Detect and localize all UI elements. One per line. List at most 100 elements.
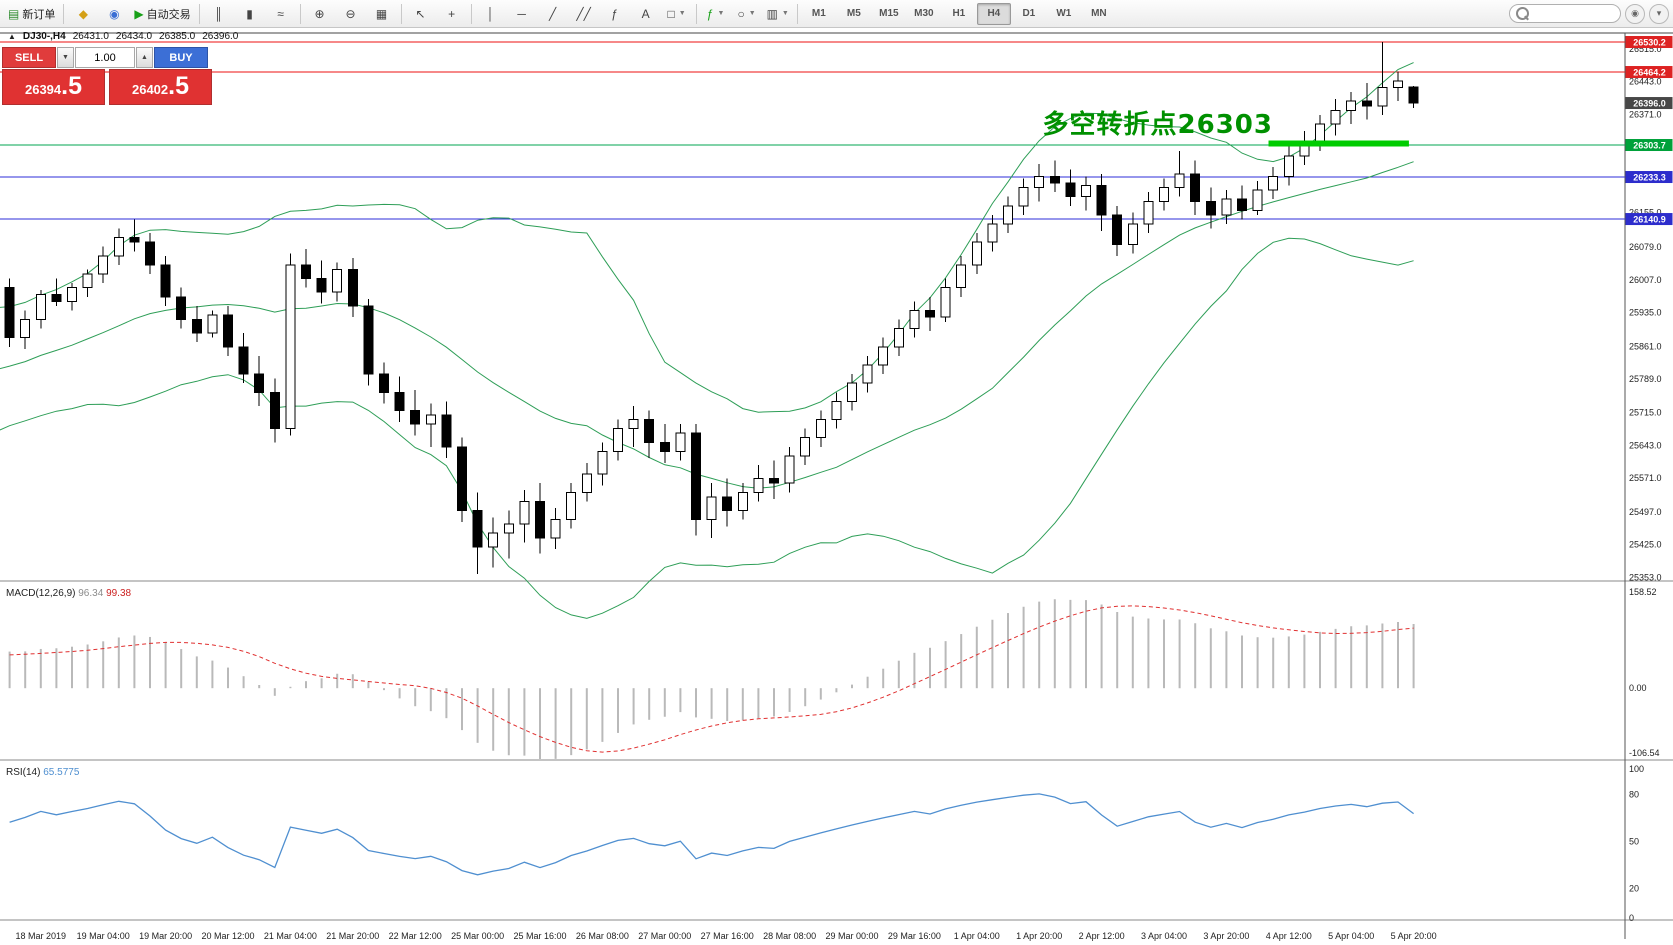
buy-price-main: 26402: [131, 82, 169, 97]
svg-text:80: 80: [1629, 789, 1639, 799]
ohlc-open: 26431.0: [72, 31, 109, 42]
shapes-button[interactable]: □ ▼: [662, 2, 692, 26]
time-axis[interactable]: 18 Mar 2019 19 Mar 04:00 19 Mar 20:00 20 Ma…: [16, 931, 1437, 941]
line-chart-button[interactable]: ≈: [266, 2, 296, 26]
auto-trading-button[interactable]: ▶ 自动交易: [130, 2, 194, 26]
indicators-button[interactable]: ƒ ▼: [701, 2, 731, 26]
vertical-line-button[interactable]: │: [476, 2, 506, 26]
svg-text:26530.2: 26530.2: [1633, 38, 1666, 48]
cursor-icon: ↖: [415, 6, 426, 21]
new-order-icon: ▤: [8, 6, 20, 21]
svg-text:20: 20: [1629, 884, 1639, 894]
chart-frame: [0, 32, 1673, 939]
auto-trading-button-label: 自动交易: [146, 8, 191, 21]
new-order-button-label: 新订单: [22, 8, 56, 21]
charts-window-icon: ◆: [78, 6, 88, 21]
timeframe-button-group: M1 M5 M15 M30 H1 H4 D1 W1 MN: [802, 2, 1116, 25]
svg-text:100: 100: [1629, 764, 1644, 774]
svg-text:25497.0: 25497.0: [1629, 507, 1662, 517]
symbol-search-box[interactable]: [1509, 4, 1621, 23]
crosshair-button[interactable]: +: [437, 2, 467, 26]
crosshair-icon: +: [448, 6, 456, 21]
charts-window-button[interactable]: ◆: [68, 2, 98, 26]
svg-text:26155.0: 26155.0: [1629, 208, 1662, 218]
timeframe-mn-button[interactable]: MN: [1091, 8, 1107, 19]
svg-text:26443.0: 26443.0: [1629, 77, 1662, 87]
timeframe-w1-button[interactable]: W1: [1056, 8, 1072, 19]
channel-icon: ╱╱: [576, 6, 591, 21]
svg-text:25861.0: 25861.0: [1629, 341, 1662, 351]
indicators-icon: ƒ: [706, 6, 714, 21]
dropdown-arrow-icon: ▼: [748, 10, 756, 17]
toolbar-separator: [400, 3, 402, 24]
symbol-ohlc-line: ▲ DJ30-,H4 26431.0 26434.0 26385.0 26396…: [8, 31, 238, 42]
sell-price-box[interactable]: 26394.5: [2, 69, 105, 105]
sell-price-pips: .5: [61, 72, 82, 100]
zoom-out-button[interactable]: ⊖: [336, 2, 366, 26]
timeframe-d1-button[interactable]: D1: [1022, 8, 1036, 19]
timeframe-h1-button[interactable]: H1: [952, 8, 966, 19]
bar-chart-icon: ║: [214, 6, 223, 21]
search-icon: [1516, 7, 1529, 20]
buy-button[interactable]: BUY: [154, 47, 208, 68]
fibonacci-button[interactable]: ƒ: [600, 2, 630, 26]
svg-text:25715.0: 25715.0: [1629, 408, 1662, 418]
trendline-button[interactable]: ╱: [538, 2, 568, 26]
symbol-name: DJ30-,H4: [22, 31, 66, 42]
timeframe-m30-button[interactable]: M30: [914, 8, 934, 19]
svg-text:26 Mar 08:00: 26 Mar 08:00: [576, 931, 629, 941]
toolbar-separator: [198, 3, 200, 24]
svg-text:29 Mar 16:00: 29 Mar 16:00: [888, 931, 941, 941]
volume-down-button[interactable]: ▼: [57, 47, 74, 68]
periods-button[interactable]: ○ ▼: [732, 2, 762, 26]
candlestick-chart-button[interactable]: ▮: [235, 2, 265, 26]
candles-layer: [4, 42, 1419, 575]
timeframe-m15-button[interactable]: M15: [879, 8, 899, 19]
dropdown-arrow-icon: ▼: [717, 10, 725, 17]
svg-text:20 Mar 12:00: 20 Mar 12:00: [201, 931, 254, 941]
svg-text:21 Mar 04:00: 21 Mar 04:00: [264, 931, 317, 941]
timeframe-m5-button[interactable]: M5: [846, 8, 861, 19]
market-watch-button[interactable]: ◉: [99, 2, 129, 26]
svg-text:21 Mar 20:00: 21 Mar 20:00: [326, 931, 379, 941]
candlestick-chart-icon: ▮: [246, 6, 253, 21]
dropdown-arrow-icon: ▼: [678, 10, 686, 17]
price-tags: 26530.2 26464.2 26303.7 26233.3 26140.9 26396…: [1625, 36, 1673, 226]
volume-up-button[interactable]: ▲: [136, 47, 153, 68]
timeframe-h4-button[interactable]: H4: [976, 2, 1011, 25]
svg-text:RSI(14) 65.5775: RSI(14) 65.5775: [6, 767, 80, 778]
cursor-button[interactable]: ↖: [406, 2, 436, 26]
svg-text:25425.0: 25425.0: [1629, 540, 1662, 550]
search-options-button[interactable]: ◉: [1625, 3, 1645, 24]
svg-text:26233.3: 26233.3: [1633, 173, 1666, 183]
svg-text:26007.0: 26007.0: [1629, 275, 1662, 285]
tile-windows-icon: ▦: [375, 6, 388, 21]
price-axis[interactable]: 26515.026443.026371.026299.026227.026155…: [1629, 44, 1662, 923]
channel-button[interactable]: ╱╱: [569, 2, 599, 26]
svg-text:3 Apr 04:00: 3 Apr 04:00: [1141, 931, 1187, 941]
volume-input[interactable]: [75, 47, 135, 68]
chart-canvas[interactable]: 26515.026443.026371.026299.026227.026155…: [0, 28, 1673, 945]
search-input[interactable]: [1533, 7, 1609, 20]
horizontal-line-button[interactable]: ─: [507, 2, 537, 26]
new-order-button[interactable]: ▤ 新订单: [4, 2, 59, 26]
text-button[interactable]: A: [631, 2, 661, 26]
toolbar-more-button[interactable]: ▾: [1649, 3, 1669, 24]
svg-text:25571.0: 25571.0: [1629, 473, 1662, 483]
toolbar-separator: [695, 3, 697, 24]
zoom-in-button[interactable]: ⊕: [305, 2, 335, 26]
templates-button[interactable]: ▥ ▼: [763, 2, 793, 26]
shapes-icon: □: [667, 6, 675, 21]
line-chart-icon: ≈: [277, 6, 284, 21]
timeframe-m1-button[interactable]: M1: [811, 8, 826, 19]
toolbar-separator: [63, 3, 65, 24]
buy-price-box[interactable]: 26402.5: [109, 69, 212, 105]
sell-button[interactable]: SELL: [2, 47, 56, 68]
svg-text:2 Apr 12:00: 2 Apr 12:00: [1079, 931, 1125, 941]
svg-text:26303.7: 26303.7: [1633, 141, 1666, 151]
tile-windows-button[interactable]: ▦: [367, 2, 397, 26]
svg-text:5 Apr 20:00: 5 Apr 20:00: [1391, 931, 1437, 941]
zoom-out-icon: ⊖: [345, 6, 356, 21]
bar-chart-button[interactable]: ║: [204, 2, 234, 26]
svg-text:26464.2: 26464.2: [1633, 68, 1666, 78]
